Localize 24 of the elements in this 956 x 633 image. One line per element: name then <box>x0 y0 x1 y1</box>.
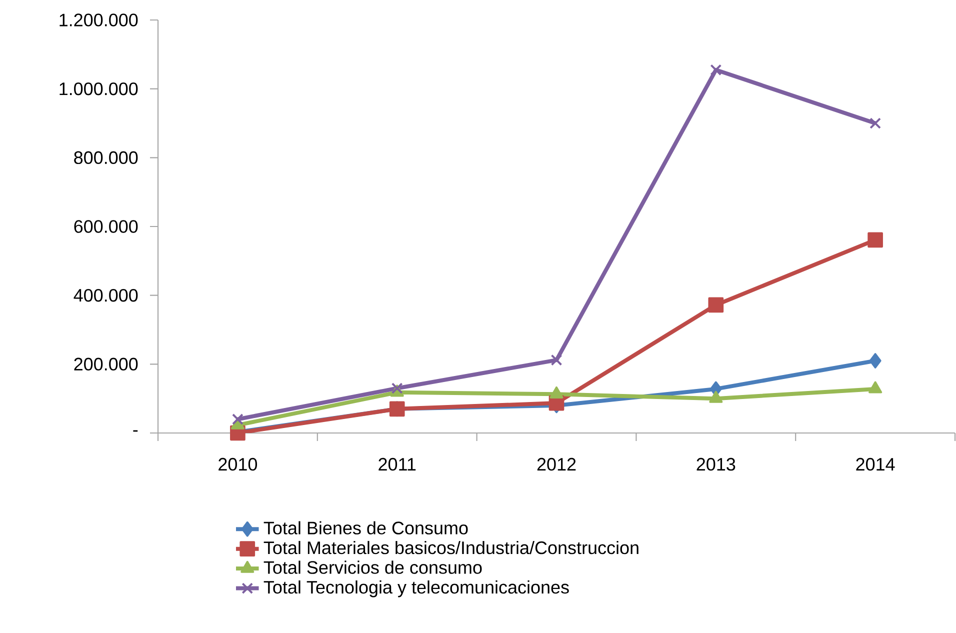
y-tick-label: 400.000 <box>74 288 138 302</box>
point <box>710 64 722 76</box>
x-tick-label: 2014 <box>856 458 895 471</box>
x-tick-label: 2012 <box>537 458 576 471</box>
y-tick-label: 1.000.000 <box>60 82 138 96</box>
legend-label: Total Materiales basicos/Industria/Construccion <box>264 540 638 554</box>
point <box>232 414 244 425</box>
point <box>708 297 724 313</box>
x-tick-label: 2013 <box>696 458 736 471</box>
point <box>391 382 403 394</box>
x-tick-label: 2011 <box>378 458 416 471</box>
y-tick-label: 1.200.000 <box>60 14 138 26</box>
y-tick-label: - <box>133 430 138 432</box>
point <box>870 118 882 129</box>
point <box>550 354 562 366</box>
point <box>868 232 883 248</box>
y-tick-label: 800.000 <box>74 151 138 164</box>
legend-label: Total Tecnologia y telecomunicaciones <box>264 580 569 598</box>
legend-label: Total Servicios de consumo <box>264 560 482 574</box>
y-tick-label: 200.000 <box>74 358 138 371</box>
x-tick-label: 2010 <box>218 458 258 471</box>
point <box>869 353 882 368</box>
legend-label: Total Bienes de Consumo <box>264 521 468 534</box>
y-tick-label: 600.000 <box>74 220 138 233</box>
